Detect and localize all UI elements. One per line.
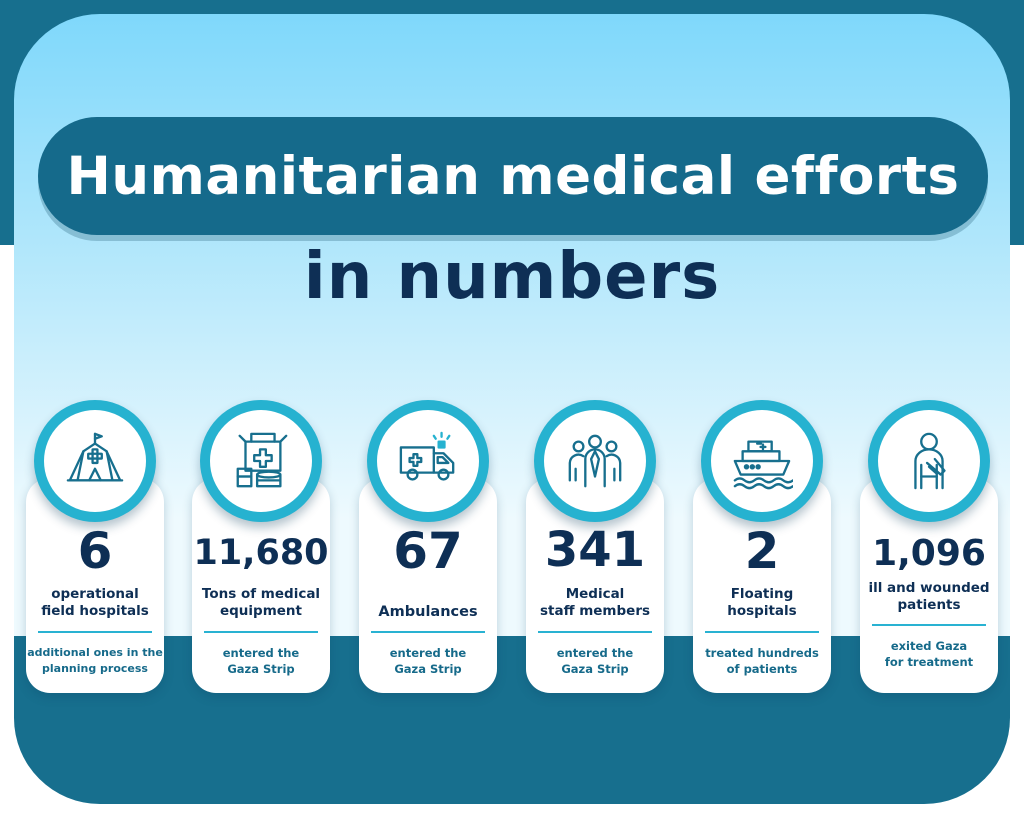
stat-note: treated hundreds of patients [705, 646, 819, 676]
stat-number: 2 [744, 522, 780, 580]
page-subtitle: in numbers [303, 240, 721, 314]
medical-staff-icon [568, 434, 622, 488]
title-banner: Humanitarian medical efforts [38, 117, 988, 235]
stat-label: Medical staff members [539, 586, 651, 619]
field-hospital-tent-icon [66, 432, 124, 482]
stat-note: additional ones in the planning process [27, 646, 163, 675]
bottom-band [14, 636, 1010, 804]
stat-label: Tons of medical equipment [201, 586, 321, 619]
stat-label: ill and wounded patients [868, 580, 990, 613]
divider [204, 631, 318, 633]
field-hospital-badge [34, 400, 156, 522]
ambulance-badge [367, 400, 489, 522]
divider [705, 631, 819, 633]
stat-note: entered the Gaza Strip [556, 646, 634, 676]
medical-supplies-boxes-icon [236, 432, 288, 488]
stat-label: operational field hospitals [41, 586, 149, 619]
medical-staff-badge [534, 400, 656, 522]
floating-hospital-badge [701, 400, 823, 522]
divider [371, 631, 485, 633]
stat-note: entered the Gaza Strip [222, 646, 300, 676]
stat-note: entered the Gaza Strip [389, 646, 467, 676]
ambulance-icon [399, 431, 455, 481]
wounded-patient-icon [914, 432, 946, 490]
stat-number: 341 [544, 522, 646, 578]
stat-number: 67 [393, 522, 463, 580]
divider [872, 624, 986, 626]
stat-number: 11,680 [193, 533, 329, 573]
stat-note: exited Gaza for treatment [884, 639, 974, 669]
stat-label: Ambulances [378, 604, 478, 620]
divider [538, 631, 652, 633]
stat-number: 1,096 [872, 533, 986, 574]
medical-supplies-badge [200, 400, 322, 522]
page-title: Humanitarian medical efforts [66, 145, 960, 207]
wounded-patient-badge [868, 400, 990, 522]
stat-card-ambulances: 67 Ambulances entered the Gaza Strip [359, 478, 497, 693]
stat-number: 6 [77, 522, 113, 580]
stat-label: Floating hospitals [727, 586, 797, 619]
floating-hospital-ship-icon [733, 440, 793, 490]
divider [38, 631, 152, 633]
